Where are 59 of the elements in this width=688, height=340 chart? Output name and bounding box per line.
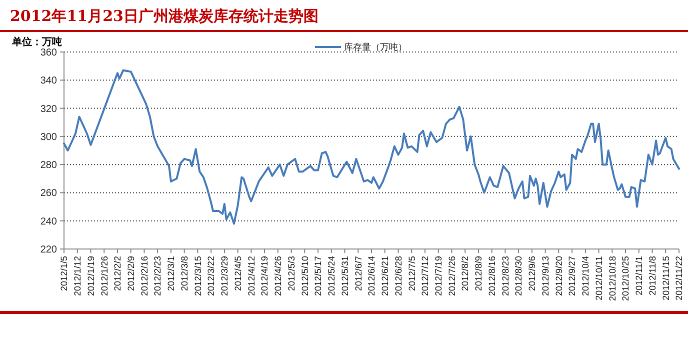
x-tick-label: 2012/5/31 (340, 256, 350, 296)
x-tick-label: 2012/5/17 (313, 256, 324, 296)
x-tick-label: 2012/1/19 (86, 256, 96, 296)
x-tick-label: 2012/9/13 (540, 256, 550, 296)
x-tick-label: 2012/1/26 (99, 256, 110, 296)
x-tick-label: 2012/1/5 (59, 256, 70, 292)
x-tick-label: 2012/9/20 (554, 256, 564, 296)
x-tick-label: 2012/7/19 (434, 256, 444, 296)
x-tick-label: 2012/11/1 (634, 256, 644, 296)
chart-title: 2012年11月23日广州港煤炭库存统计走势图 (10, 7, 318, 25)
x-tick-label: 2012/7/12 (420, 256, 430, 296)
legend-label: 库存量（万吨） (344, 42, 407, 52)
x-tick-label: 2012/8/9 (474, 256, 484, 292)
x-tick-label: 2012/5/3 (286, 256, 296, 292)
x-tick-label: 2012/10/4 (580, 256, 591, 296)
x-tick-label: 2012/8/30 (514, 256, 524, 296)
y-tick-label: 280 (40, 160, 58, 172)
x-tick-label: 2012/5/10 (300, 256, 310, 296)
x-tick-label: 2012/10/18 (607, 256, 618, 302)
x-tick-label: 2012/10/25 (620, 256, 631, 302)
x-tick-label: 2012/4/5 (232, 256, 243, 292)
y-tick-label: 240 (40, 216, 58, 228)
y-axis-title: 单位：万吨 (11, 36, 62, 48)
x-tick-label: 2012/2/16 (139, 256, 150, 296)
x-tick-label: 2012/4/12 (246, 256, 256, 296)
x-tick-label: 2012/3/29 (220, 256, 230, 296)
x-tick-label: 2012/10/11 (594, 256, 604, 300)
x-tick-label: 2012/3/15 (192, 256, 203, 296)
x-tick-label: 2012/3/1 (166, 256, 176, 292)
x-tick-label: 2012/7/26 (446, 256, 457, 296)
x-tick-label: 2012/4/26 (273, 256, 284, 296)
x-tick-label: 2012/3/22 (206, 256, 216, 296)
line-series (63, 69, 680, 225)
x-tick-label: 2012/2/2 (112, 256, 123, 292)
y-tick-label: 260 (40, 188, 58, 200)
x-tick-label: 2012/8/23 (500, 256, 510, 296)
x-tick-label: 2012/6/28 (393, 256, 404, 296)
x-tick-label: 2012/11/22 (674, 256, 684, 300)
x-tick-label: 2012/9/6 (527, 256, 538, 292)
x-tick-label: 2012/1/12 (72, 256, 83, 296)
x-tick-label: 2012/3/8 (179, 256, 190, 292)
x-tick-label: 2012/5/24 (326, 256, 337, 296)
y-tick-label: 300 (40, 132, 58, 143)
x-tick-label: 2012/8/2 (460, 256, 470, 292)
y-tick-label: 360 (40, 48, 58, 58)
x-tick-label: 2012/4/19 (260, 256, 270, 296)
y-tick-label: 340 (40, 76, 58, 87)
y-tick-label: 320 (40, 104, 58, 115)
x-tick-label: 2012/2/9 (126, 256, 136, 292)
y-tick-label: 220 (40, 244, 58, 256)
x-tick-label: 2012/2/23 (152, 256, 163, 296)
x-tick-label: 2012/6/14 (366, 256, 377, 296)
x-tick-label: 2012/9/27 (567, 256, 578, 296)
x-tick-label: 2012/6/7 (353, 256, 364, 292)
x-tick-label: 2012/11/8 (647, 256, 658, 296)
x-tick-label: 2012/6/21 (380, 256, 390, 296)
x-tick-label: 2012/11/15 (660, 256, 671, 300)
x-tick-label: 2012/8/16 (486, 256, 497, 296)
x-tick-label: 2012/7/5 (406, 256, 417, 292)
